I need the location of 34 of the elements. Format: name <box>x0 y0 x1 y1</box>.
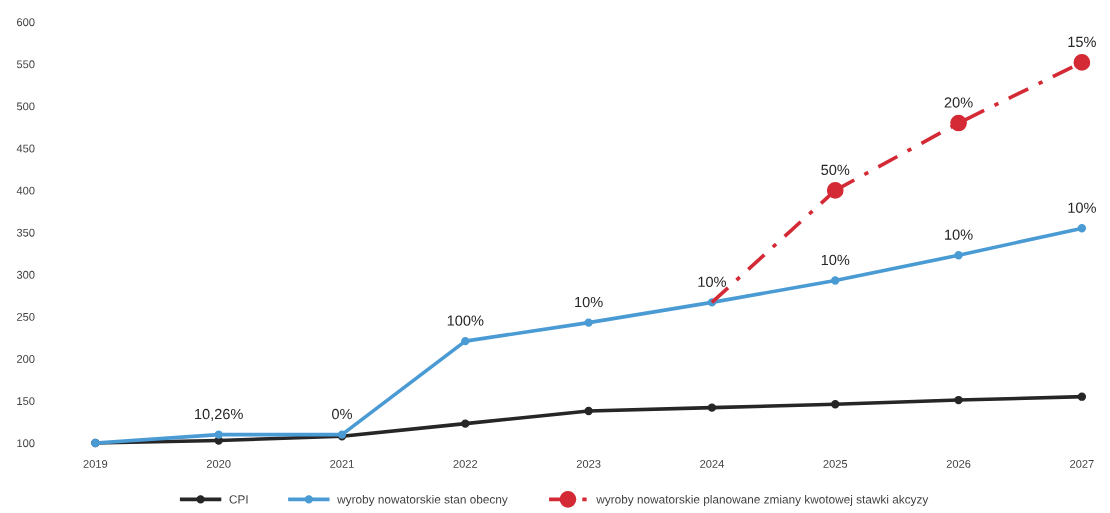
legend-label: wyroby nowatorskie stan obecny <box>337 494 508 506</box>
y-tick-label: 400 <box>16 186 35 195</box>
y-tick-label: 250 <box>17 312 35 321</box>
y-tick-label: 150 <box>17 397 35 406</box>
y-tick-label: 300 <box>16 270 35 279</box>
y-tick-label: 350 <box>16 228 35 237</box>
y-tick-label: 200 <box>17 355 35 363</box>
y-tick-label: 100 <box>17 439 35 448</box>
annotation: 10% <box>575 296 603 308</box>
x-tick-label: 2019 <box>83 459 108 468</box>
x-tick-label: 2027 <box>1070 459 1094 468</box>
annotation: 10% <box>698 276 727 287</box>
y-tick-label: 600 <box>17 18 35 27</box>
annotation: 0% <box>332 408 352 420</box>
annotation: 15% <box>1068 36 1096 48</box>
x-tick-label: 2026 <box>946 459 971 468</box>
x-tick-label: 2020 <box>206 459 231 468</box>
x-tick-label: 2022 <box>453 459 478 468</box>
legend-label: wyroby nowatorskie planowane zmiany kwotowej stawki akcyzy <box>596 494 929 506</box>
annotation: 10,26% <box>195 408 243 421</box>
y-tick-label: 450 <box>16 144 35 153</box>
x-tick-label: 2021 <box>330 459 354 468</box>
y-tick-label: 500 <box>16 102 35 111</box>
annotation: 10% <box>821 254 850 266</box>
annotation: 50% <box>821 164 850 176</box>
x-tick-label: 2024 <box>700 459 724 468</box>
annotation: 20% <box>944 97 973 108</box>
x-tick-label: 2023 <box>576 459 601 468</box>
annotation: 10% <box>1068 202 1096 213</box>
legend-label: CPI <box>229 495 248 504</box>
y-tick-label: 550 <box>16 60 35 69</box>
x-tick-label: 2025 <box>823 459 848 468</box>
annotation: 100% <box>447 315 484 326</box>
annotation: 10% <box>945 229 973 240</box>
